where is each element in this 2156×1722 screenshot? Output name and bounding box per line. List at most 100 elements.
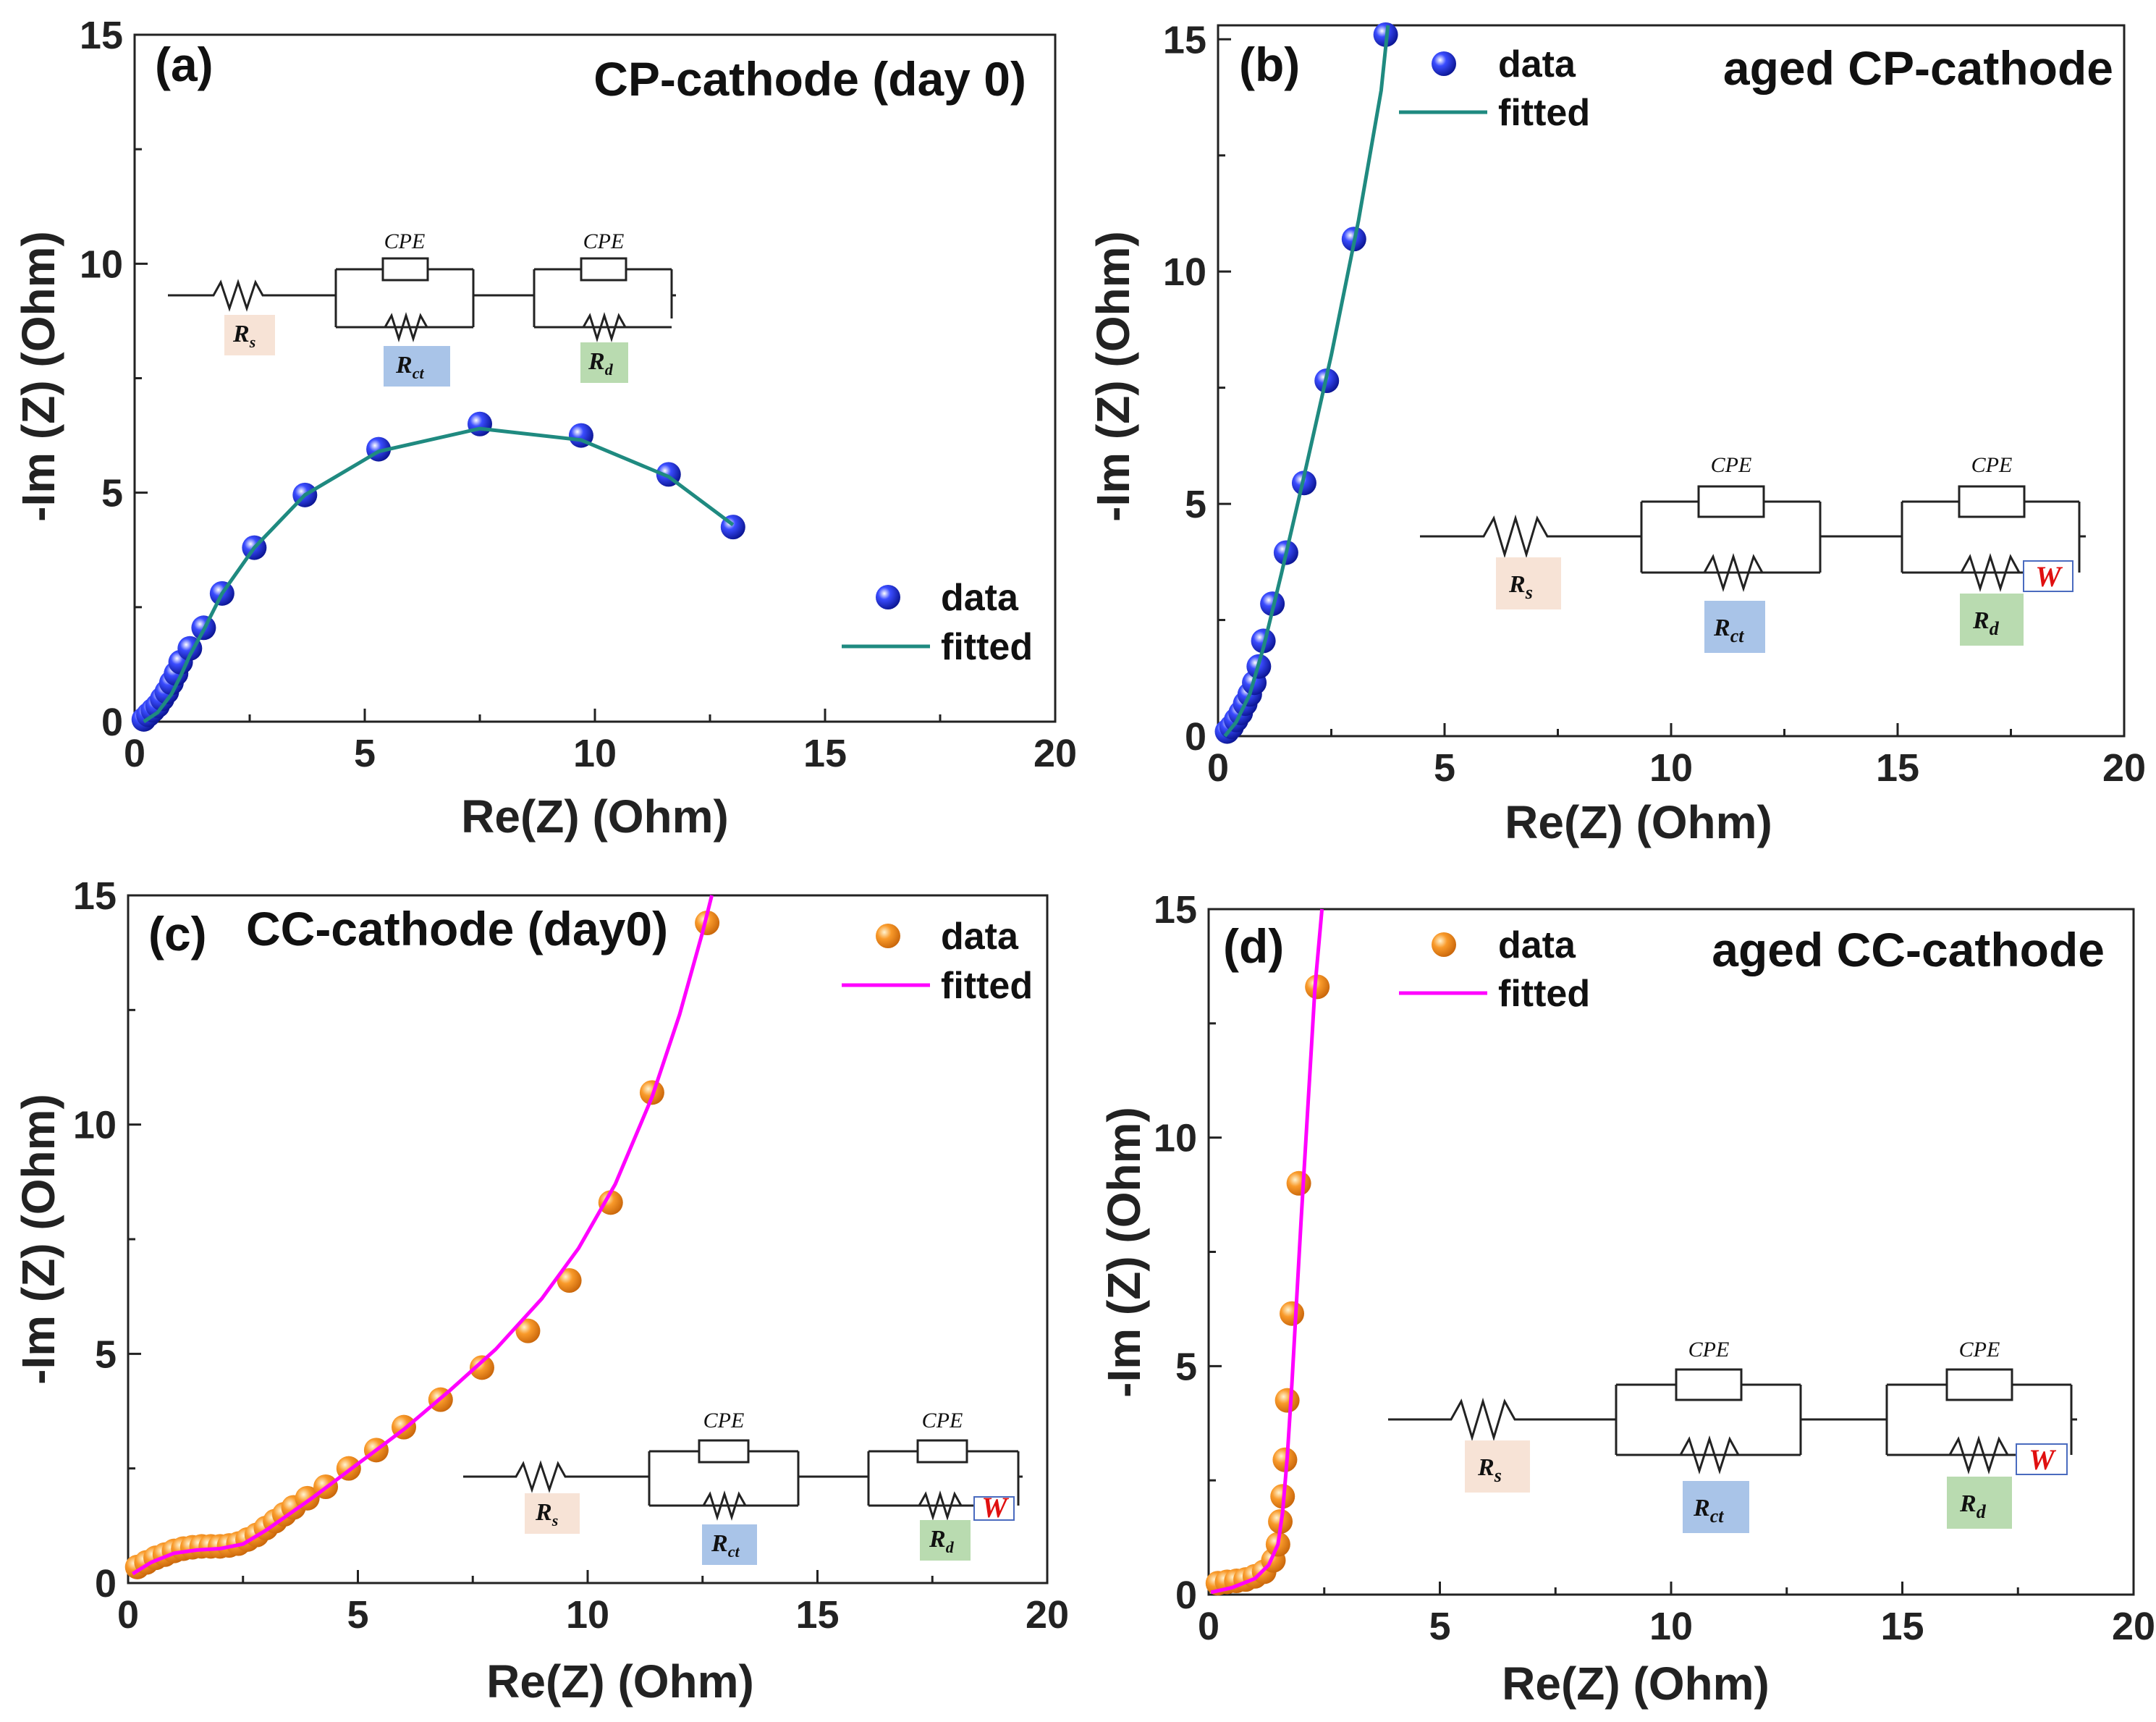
data-point bbox=[1286, 1170, 1311, 1196]
y-tick-label: 10 bbox=[80, 242, 123, 286]
y-tick-label: 10 bbox=[73, 1104, 117, 1147]
rd-label: Rd bbox=[588, 348, 614, 379]
rs-box bbox=[525, 1493, 580, 1534]
rct-label: Rct bbox=[1693, 1495, 1724, 1527]
panel-b-label: (b) bbox=[1239, 38, 1300, 91]
rd-box bbox=[1960, 594, 2024, 646]
y-tick-label: 0 bbox=[1185, 715, 1206, 759]
panel-a-title: CP-cathode (day 0) bbox=[593, 52, 1026, 106]
x-tick-label: 10 bbox=[566, 1593, 609, 1637]
data-point bbox=[598, 1190, 623, 1215]
x-tick-label: 0 bbox=[117, 1593, 139, 1637]
x-tick-label: 0 bbox=[124, 732, 145, 775]
legend-data-label: data bbox=[941, 916, 1019, 958]
x-tick-label: 15 bbox=[803, 732, 847, 775]
panel-b-title: aged CP-cathode bbox=[1723, 41, 2113, 95]
y-tick-label: 5 bbox=[101, 472, 123, 515]
y-tick-label: 15 bbox=[1154, 888, 1197, 932]
rct-label: Rct bbox=[1713, 615, 1744, 646]
y-tick-label: 5 bbox=[1175, 1345, 1197, 1388]
rs-box bbox=[1496, 557, 1561, 609]
panel-a-plot bbox=[131, 411, 745, 732]
panel-d-circuit bbox=[1388, 1368, 2077, 1474]
y-tick-label: 5 bbox=[95, 1333, 117, 1376]
x-tick-label: 20 bbox=[2112, 1605, 2155, 1648]
y-tick-label: 5 bbox=[1185, 483, 1206, 526]
legend-data-marker bbox=[876, 585, 900, 609]
data-point bbox=[469, 1355, 494, 1380]
data-point bbox=[1272, 1447, 1298, 1472]
cpe-label-2: CPE bbox=[1959, 1338, 2000, 1362]
fitted-line bbox=[1210, 908, 1324, 1595]
legend-data-marker bbox=[876, 924, 900, 948]
cpe-label-2: CPE bbox=[1971, 453, 2013, 477]
w-label: W bbox=[2035, 560, 2063, 593]
panel-a: 0 5 10 15 20 0 5 10 15 (a) CP-cathode (day 0) R… bbox=[12, 14, 1077, 843]
x-tick-label: 5 bbox=[1434, 746, 1455, 790]
panel-a-label: (a) bbox=[155, 38, 214, 91]
rd-label: Rd bbox=[929, 1526, 955, 1556]
panel-c-circuit bbox=[463, 1439, 1023, 1521]
panel-b-y-ticks: 0 5 10 15 bbox=[1163, 18, 1231, 759]
legend-fitted-label: fitted bbox=[1498, 973, 1590, 1015]
panel-d-plot bbox=[1205, 908, 1330, 1596]
fitted-line bbox=[143, 426, 735, 724]
x-tick-label: 20 bbox=[1033, 732, 1077, 775]
w-box bbox=[2023, 560, 2073, 592]
legend-data-label: data bbox=[1498, 43, 1576, 85]
x-tick-label: 20 bbox=[1026, 1593, 1069, 1637]
w-label: W bbox=[981, 1491, 1009, 1524]
rd-box bbox=[580, 342, 628, 383]
rct-label: Rct bbox=[395, 352, 424, 382]
rd-box bbox=[1947, 1477, 2012, 1529]
panel-d: 0 5 10 15 20 0 5 10 15 (d) aged CC-cathode Re(Z… bbox=[1098, 888, 2155, 1710]
data-point bbox=[557, 1268, 582, 1293]
panel-b-plot bbox=[1214, 22, 1398, 744]
panel-b-x-ticks: 0 5 10 15 20 bbox=[1207, 723, 2146, 790]
legend-data-label: data bbox=[1498, 924, 1576, 966]
cpe-label-1: CPE bbox=[384, 229, 426, 253]
y-tick-label: 10 bbox=[1154, 1117, 1197, 1160]
panel-d-ylabel: -Im (Z) (Ohm) bbox=[1098, 1107, 1150, 1398]
data-point bbox=[1305, 974, 1330, 1000]
rs-label: Rs bbox=[535, 1499, 558, 1529]
x-tick-label: 15 bbox=[795, 1593, 839, 1637]
rct-box bbox=[384, 346, 450, 387]
data-point bbox=[515, 1318, 541, 1343]
x-tick-label: 5 bbox=[354, 732, 376, 775]
panel-b: 0 5 10 15 20 0 5 10 15 (b) aged CP-cathode Re(Z… bbox=[1087, 18, 2146, 848]
panel-d-y-ticks: 0 5 10 15 bbox=[1154, 888, 1222, 1617]
legend-data-marker bbox=[1432, 932, 1456, 957]
panel-c-plot bbox=[124, 895, 720, 1579]
panel-b-ylabel: -Im (Z) (Ohm) bbox=[1087, 231, 1139, 522]
rct-box bbox=[702, 1524, 757, 1565]
panel-a-ylabel: -Im (Z) (Ohm) bbox=[12, 231, 64, 522]
panel-c-ylabel: -Im (Z) (Ohm) bbox=[12, 1094, 64, 1385]
y-tick-label: 0 bbox=[1175, 1574, 1197, 1617]
x-tick-label: 15 bbox=[1880, 1605, 1924, 1648]
fitted-line bbox=[1223, 25, 1390, 738]
panel-d-xlabel: Re(Z) (Ohm) bbox=[1502, 1658, 1770, 1710]
panel-b-legend: data fitted bbox=[1399, 43, 1590, 134]
x-tick-label: 0 bbox=[1207, 746, 1229, 790]
legend-data-label: data bbox=[941, 577, 1019, 619]
panel-b-xlabel: Re(Z) (Ohm) bbox=[1505, 796, 1772, 848]
rd-label: Rd bbox=[1972, 607, 2000, 639]
panel-c-x-ticks: 0 5 10 15 20 bbox=[117, 1570, 1069, 1637]
panel-b-circuit bbox=[1420, 485, 2086, 592]
data-point bbox=[468, 411, 492, 436]
x-tick-label: 10 bbox=[573, 732, 617, 775]
panel-c-frame bbox=[127, 894, 1049, 1584]
panel-d-x-ticks: 0 5 10 15 20 bbox=[1198, 1582, 2155, 1648]
w-box bbox=[2016, 1443, 2068, 1475]
legend-fitted-label: fitted bbox=[941, 626, 1033, 668]
cpe-label-1: CPE bbox=[703, 1409, 745, 1432]
rct-label: Rct bbox=[711, 1530, 740, 1561]
x-tick-label: 5 bbox=[347, 1593, 368, 1637]
panel-c-xlabel: Re(Z) (Ohm) bbox=[486, 1655, 754, 1708]
rs-label: Rs bbox=[1508, 571, 1533, 603]
cpe-label-1: CPE bbox=[1711, 453, 1752, 477]
data-point bbox=[1274, 1388, 1300, 1413]
cpe-label-2: CPE bbox=[583, 229, 625, 253]
